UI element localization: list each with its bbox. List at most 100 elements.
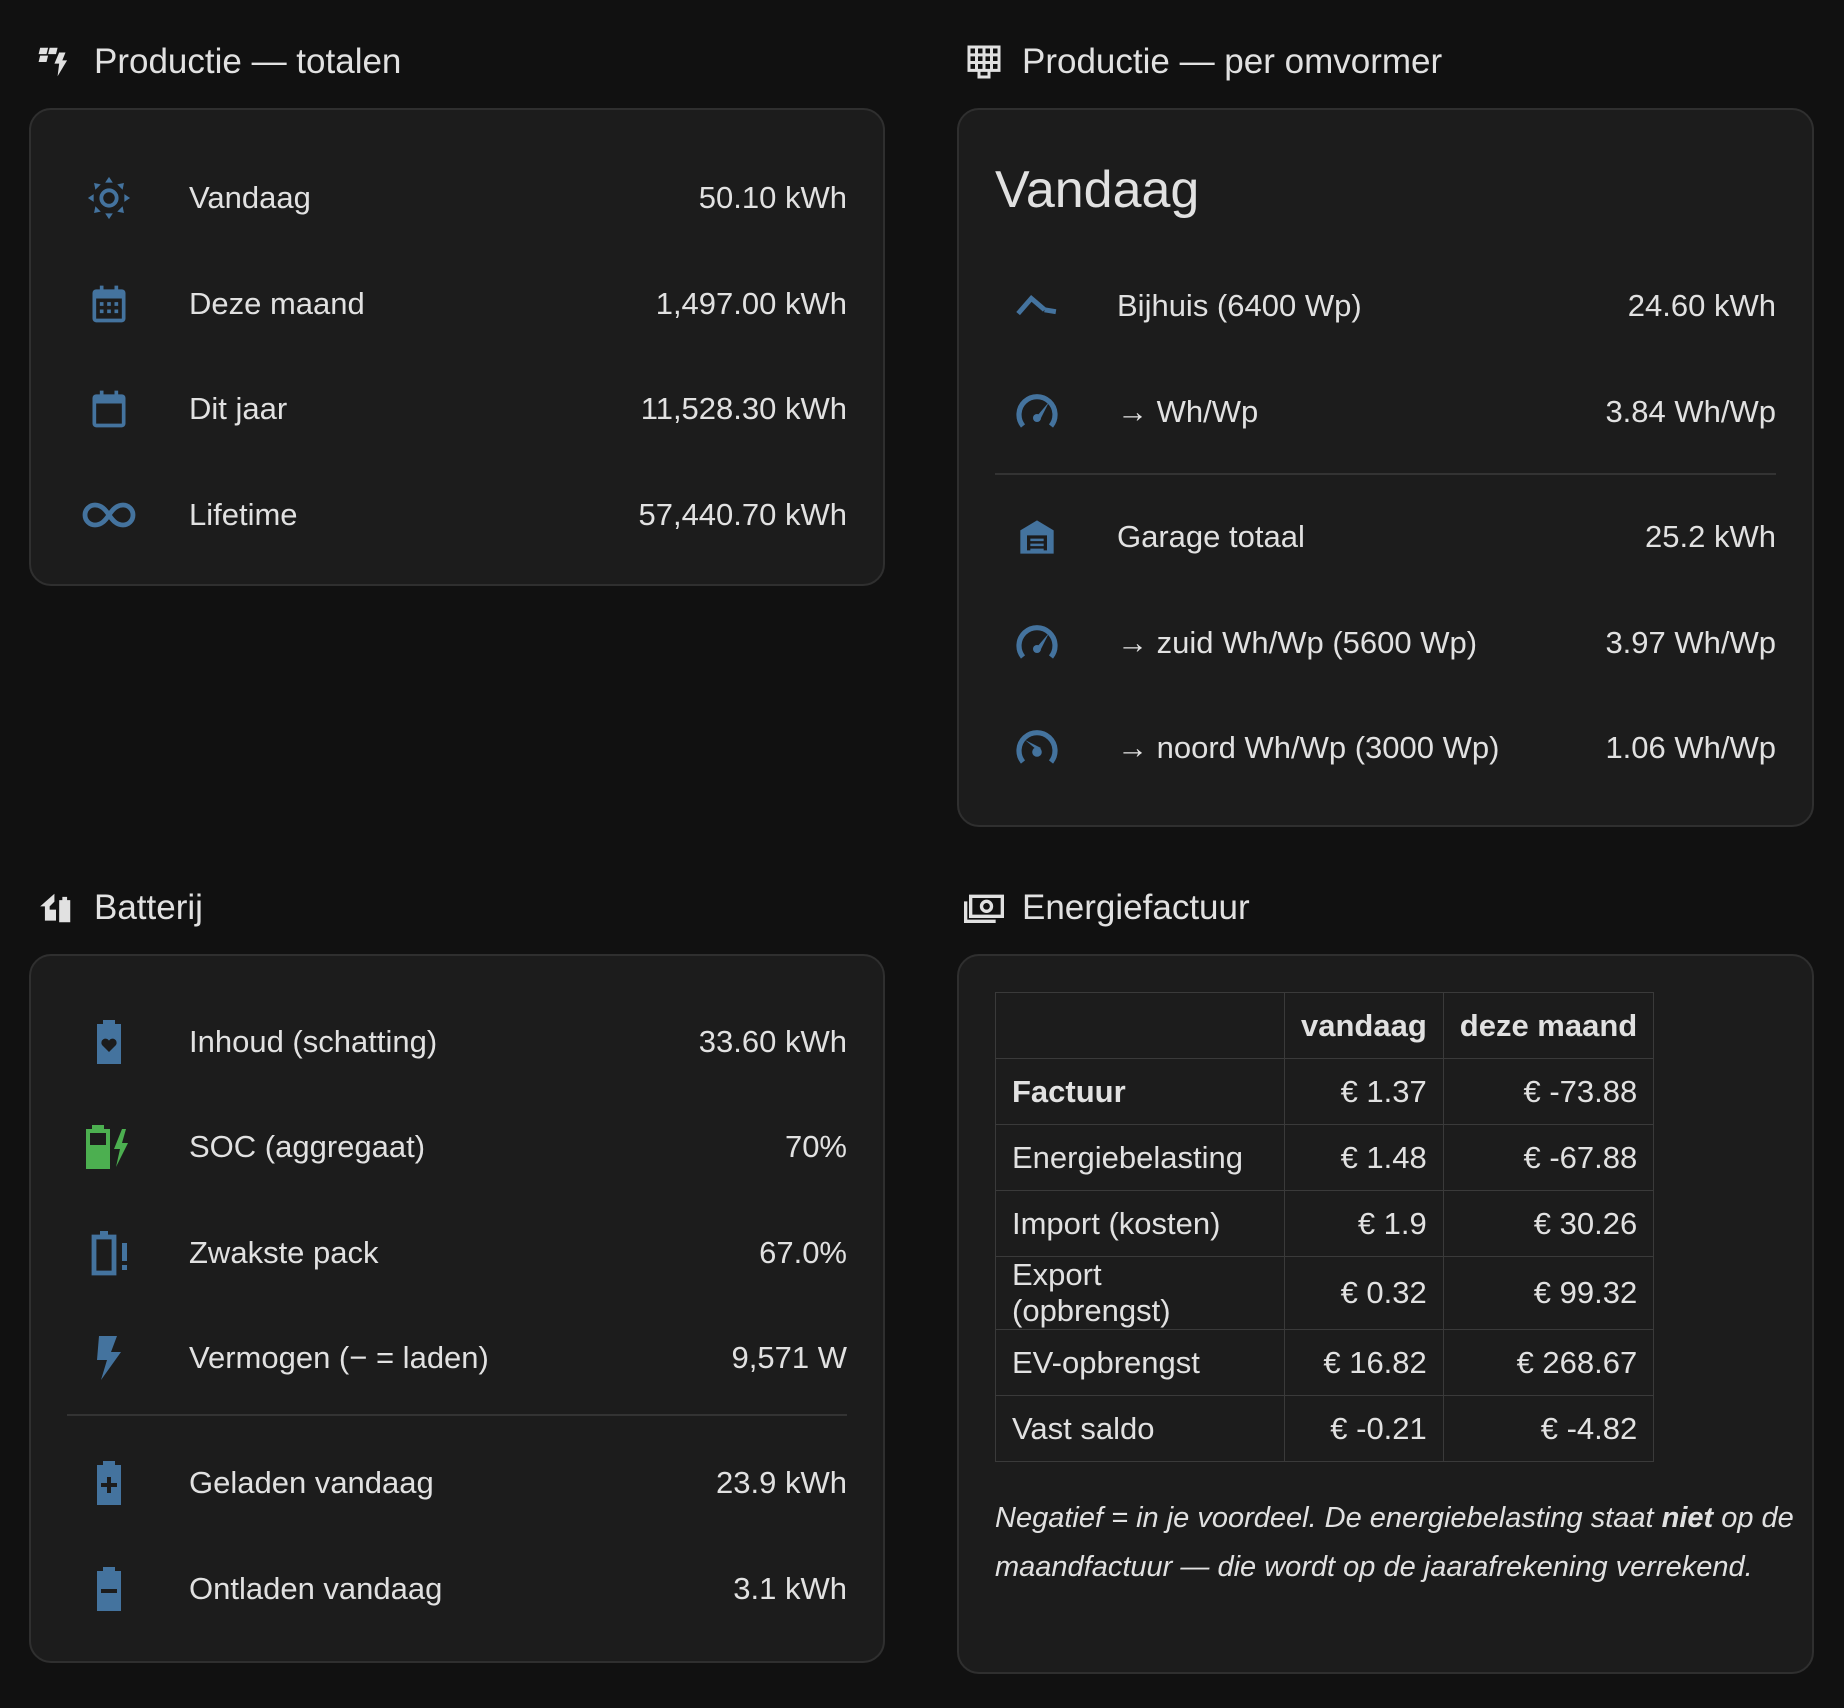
row-inhoud[interactable]: Inhoud (schatting) 33.60 kWh	[31, 989, 883, 1095]
table-header-cell	[995, 992, 1285, 1059]
row-value: 33.60 kWh	[698, 1024, 847, 1059]
row-value: 3.97 Wh/Wp	[1605, 625, 1776, 660]
table-cell-label: Energiebelasting	[995, 1124, 1285, 1191]
row-zuid-whwp[interactable]: → zuid Wh/Wp (5600 Wp) 3.97 Wh/Wp	[959, 590, 1812, 696]
row-vermogen[interactable]: Vermogen (− = laden) 9,571 W	[31, 1305, 883, 1411]
row-label: Bijhuis (6400 Wp)	[1117, 288, 1362, 323]
row-noord-whwp[interactable]: → noord Wh/Wp (3000 Wp) 1.06 Wh/Wp	[959, 695, 1812, 801]
row-lifetime[interactable]: Lifetime 57,440.70 kWh	[31, 462, 883, 568]
table-cell-label: Vast saldo	[995, 1395, 1285, 1462]
bill-note: Negatief = in je voordeel. De energiebel…	[995, 1494, 1815, 1592]
bill-table: vandaag deze maand Factuur € 1.37 € -73.…	[995, 992, 1655, 1462]
table-cell-maand: € -73.88	[1442, 1058, 1655, 1125]
row-value: 3.84 Wh/Wp	[1605, 394, 1776, 429]
garage-icon	[1007, 507, 1067, 567]
table-cell-label: Import (kosten)	[995, 1190, 1285, 1257]
row-deze-maand[interactable]: Deze maand 1,497.00 kWh	[31, 251, 883, 357]
table-cell-vandaag: € 1.9	[1284, 1190, 1444, 1257]
note-text: op de	[1713, 1502, 1794, 1534]
row-value: 1.06 Wh/Wp	[1605, 730, 1776, 765]
row-label: → zuid Wh/Wp (5600 Wp)	[1117, 625, 1478, 660]
section-title: Energiefactuur	[1022, 888, 1250, 927]
section-title: Batterij	[94, 888, 203, 927]
section-header-energiefactuur: Energiefactuur	[964, 884, 1250, 932]
section-header-productie-omvormer: Productie — per omvormer	[964, 38, 1442, 86]
table-cell-vandaag: € 16.82	[1284, 1329, 1444, 1396]
solar-panel-icon	[964, 42, 1004, 82]
divider	[995, 473, 1776, 475]
row-bijhuis-whwp[interactable]: → Wh/Wp 3.84 Wh/Wp	[959, 359, 1812, 465]
row-value: 11,528.30 kWh	[640, 391, 847, 426]
table-cell-label: EV-opbrengst	[995, 1329, 1285, 1396]
row-value: 57,440.70 kWh	[638, 497, 847, 532]
row-label: Zwakste pack	[189, 1235, 379, 1270]
sun-icon	[79, 168, 139, 228]
row-value: 9,571 W	[731, 1340, 847, 1375]
row-ontladen[interactable]: Ontladen vandaag 3.1 kWh	[31, 1536, 883, 1642]
row-geladen[interactable]: Geladen vandaag 23.9 kWh	[31, 1430, 883, 1536]
section-header-productie-totalen: Productie — totalen	[36, 38, 401, 86]
home-battery-icon	[36, 888, 76, 928]
card-batterij: Inhoud (schatting) 33.60 kWh SOC (aggreg…	[29, 954, 885, 1663]
card-title: Vandaag	[995, 161, 1200, 219]
table-cell-maand: € 30.26	[1442, 1190, 1655, 1257]
gauge-icon	[1007, 382, 1067, 442]
gauge-icon	[1007, 613, 1067, 673]
row-value: 24.60 kWh	[1627, 288, 1776, 323]
row-dit-jaar[interactable]: Dit jaar 11,528.30 kWh	[31, 356, 883, 462]
calendar-blank-icon	[79, 379, 139, 439]
table-header-cell: deze maand	[1442, 992, 1655, 1059]
roof-icon	[1007, 276, 1067, 336]
row-label: → Wh/Wp	[1117, 394, 1259, 429]
section-title: Productie — per omvormer	[1022, 42, 1443, 81]
table-cell-maand: € 268.67	[1442, 1329, 1655, 1396]
row-garage-totaal[interactable]: Garage totaal 25.2 kWh	[959, 484, 1812, 590]
table-row: Energiebelasting € 1.48 € -67.88	[995, 1124, 1655, 1191]
note-text: maandfactuur — die wordt op de jaarafrek…	[995, 1551, 1753, 1583]
table-cell-label: Export (opbrengst)	[995, 1256, 1285, 1330]
row-label: SOC (aggregaat)	[189, 1129, 426, 1164]
row-label: Lifetime	[189, 497, 298, 532]
row-value: 25.2 kWh	[1645, 519, 1776, 554]
row-label: Deze maand	[189, 286, 365, 321]
row-value: 23.9 kWh	[716, 1465, 847, 1500]
table-row: Import (kosten) € 1.9 € 30.26	[995, 1190, 1655, 1257]
row-label: Ontladen vandaag	[189, 1571, 443, 1606]
row-label: → noord Wh/Wp (3000 Wp)	[1117, 730, 1500, 765]
table-cell-vandaag: € 0.32	[1284, 1256, 1444, 1330]
row-label: Geladen vandaag	[189, 1465, 434, 1500]
battery-heart-icon	[79, 1012, 139, 1072]
battery-minus-icon	[79, 1559, 139, 1619]
row-bijhuis[interactable]: Bijhuis (6400 Wp) 24.60 kWh	[959, 253, 1812, 359]
note-text: Negatief = in je voordeel. De energiebel…	[995, 1502, 1662, 1534]
table-cell-maand: € 99.32	[1442, 1256, 1655, 1330]
table-header-row: vandaag deze maand	[995, 992, 1655, 1059]
table-cell-vandaag: € -0.21	[1284, 1395, 1444, 1462]
section-header-batterij: Batterij	[36, 884, 203, 932]
row-label: Vandaag	[189, 180, 311, 215]
row-label: Inhoud (schatting)	[189, 1024, 438, 1059]
table-header-cell: vandaag	[1284, 992, 1444, 1059]
table-row: Export (opbrengst) € 0.32 € 99.32	[995, 1256, 1655, 1330]
table-cell-maand: € -4.82	[1442, 1395, 1655, 1462]
row-vandaag[interactable]: Vandaag 50.10 kWh	[31, 145, 883, 251]
infinity-icon	[79, 485, 139, 545]
battery-charging-icon	[79, 1117, 139, 1177]
row-soc[interactable]: SOC (aggregaat) 70%	[31, 1094, 883, 1200]
row-zwakste-pack[interactable]: Zwakste pack 67.0%	[31, 1200, 883, 1306]
flash-icon	[79, 1328, 139, 1388]
row-value: 50.10 kWh	[698, 180, 847, 215]
card-productie-totalen: Vandaag 50.10 kWh Deze maand 1,497.00 kW…	[29, 108, 885, 586]
row-value: 3.1 kWh	[733, 1571, 847, 1606]
card-productie-omvormer: Vandaag Bijhuis (6400 Wp) 24.60 kWh → Wh…	[957, 108, 1814, 827]
table-cell-vandaag: € 1.37	[1284, 1058, 1444, 1125]
cash-icon	[964, 888, 1004, 928]
row-label: Dit jaar	[189, 391, 288, 426]
row-label: Vermogen (− = laden)	[189, 1340, 489, 1375]
table-cell-label: Factuur	[995, 1058, 1285, 1125]
table-cell-maand: € -67.88	[1442, 1124, 1655, 1191]
divider	[67, 1414, 847, 1416]
battery-alert-icon	[79, 1223, 139, 1283]
note-bold: niet	[1661, 1502, 1714, 1534]
row-value: 67.0%	[759, 1235, 847, 1270]
